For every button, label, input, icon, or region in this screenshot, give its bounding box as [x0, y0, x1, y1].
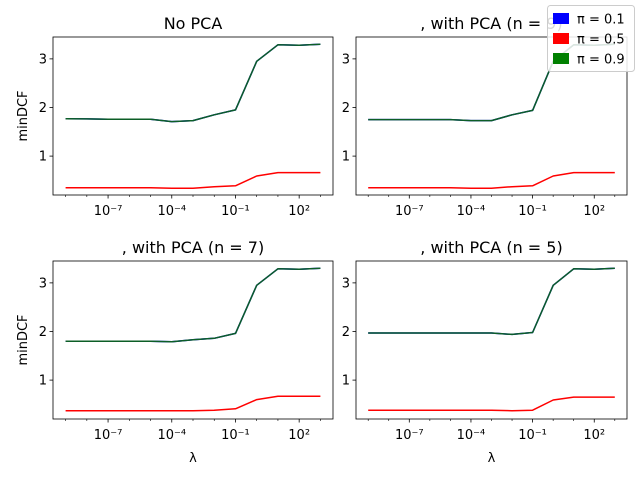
series-line [65, 267, 321, 343]
y-axis-label: minDCF [16, 314, 31, 365]
legend-label: π = 0.1 [577, 13, 625, 28]
x-tick-label: 10⁻¹ [221, 204, 250, 219]
subplot-title: , with PCA (n = 5) [420, 238, 562, 257]
y-tick-label: 3 [342, 276, 350, 291]
y-tick-label: 3 [39, 276, 47, 291]
legend-label: π = 0.9 [577, 53, 625, 68]
y-tick-label: 2 [39, 325, 47, 340]
y-tick-label: 3 [39, 52, 47, 67]
series-line [65, 43, 321, 123]
x-tick-label: 10⁻⁷ [94, 204, 123, 219]
series-line [368, 267, 615, 336]
legend: π = 0.1 π = 0.5 π = 0.9 [547, 5, 635, 72]
y-tick-label: 1 [342, 150, 350, 165]
series-line [368, 267, 615, 336]
x-tick-label: 10⁻¹ [221, 428, 250, 443]
x-tick-label: 10⁻⁴ [457, 204, 486, 219]
x-tick-label: 10² [288, 204, 310, 219]
x-axis-label: λ [189, 451, 197, 466]
y-tick-label: 2 [342, 101, 350, 116]
axes-frame [52, 36, 334, 196]
series-line [368, 396, 615, 412]
legend-swatch [553, 13, 569, 24]
series-line [65, 171, 321, 189]
x-tick-label: 10² [288, 428, 310, 443]
x-tick-label: 10⁻⁴ [157, 204, 186, 219]
y-tick-label: 1 [342, 374, 350, 389]
series-line [368, 171, 615, 189]
legend-swatch [553, 33, 569, 44]
axes-frame [355, 260, 628, 420]
y-axis-label: minDCF [16, 90, 31, 141]
x-tick-label: 10² [583, 428, 605, 443]
y-tick-label: 2 [342, 325, 350, 340]
x-tick-label: 10⁻⁷ [94, 428, 123, 443]
series-line [65, 395, 321, 412]
series-line [65, 267, 321, 343]
x-tick-label: 10⁻⁴ [157, 428, 186, 443]
series-line [65, 43, 321, 123]
y-tick-label: 1 [39, 374, 47, 389]
x-tick-label: 10⁻¹ [518, 428, 547, 443]
subplot-title: , with PCA (n = 7) [122, 238, 264, 257]
y-tick-label: 2 [39, 101, 47, 116]
legend-label: π = 0.5 [577, 33, 625, 48]
y-tick-label: 3 [342, 52, 350, 67]
subplot-4: 1 2 3 10⁻⁷ 10⁻⁴ 10⁻¹ 10² , with PCA (n = 5) λ [342, 238, 628, 466]
legend-swatch [553, 53, 569, 64]
subplot-title: , with PCA (n = 9) [420, 14, 562, 33]
subplot-3: 1 2 3 10⁻⁷ 10⁻⁴ 10⁻¹ 10² , with PCA (n = 7) minD… [16, 238, 334, 466]
x-tick-label: 10⁻⁷ [395, 204, 424, 219]
subplot-1: 1 2 3 10⁻⁷ 10⁻⁴ 10⁻¹ 10² No PCA minDCF [16, 14, 334, 219]
x-axis-label: λ [488, 451, 496, 466]
subplot-title: No PCA [164, 14, 223, 33]
x-tick-label: 10⁻¹ [518, 204, 547, 219]
legend-box [547, 5, 635, 72]
y-tick-label: 1 [39, 150, 47, 165]
x-tick-label: 10⁻⁷ [395, 428, 424, 443]
x-tick-label: 10² [583, 204, 605, 219]
x-tick-label: 10⁻⁴ [457, 428, 486, 443]
